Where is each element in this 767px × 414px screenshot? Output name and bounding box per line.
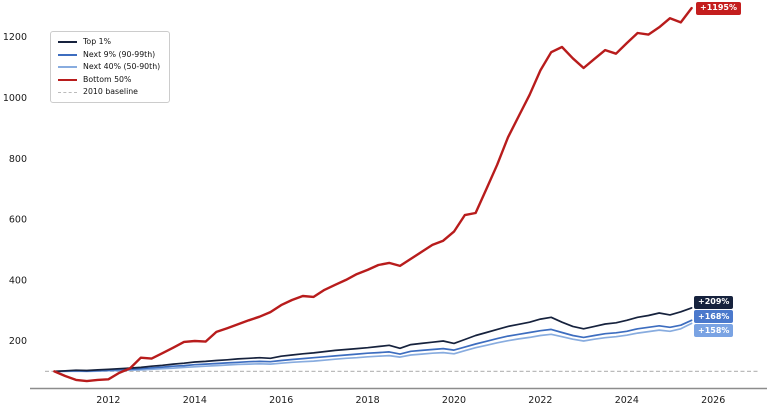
legend-label: Bottom 50%	[83, 74, 132, 84]
x-tick-label: 2020	[442, 395, 466, 406]
legend-item: Next 40% (50-90th)	[58, 62, 160, 72]
series-line-next-9-90-99th	[53, 319, 693, 373]
x-tick-label: 2018	[356, 395, 380, 406]
chart-legend: Top 1% Next 9% (90-99th) Next 40% (50-90th…	[50, 31, 171, 103]
legend-swatch	[58, 91, 77, 93]
legend-label: 2010 baseline	[83, 87, 138, 96]
legend-swatch	[58, 41, 77, 43]
legend-label: Next 40% (50-90th)	[83, 62, 161, 71]
x-tick-label: 2014	[183, 395, 207, 406]
legend-item: Top 1%	[58, 37, 160, 47]
series-line-top-1	[53, 307, 693, 373]
legend-label: Top 1%	[83, 37, 112, 46]
legend-item: 2010 baseline	[58, 87, 160, 97]
x-tick-label: 2022	[528, 395, 552, 406]
y-tick-label: 400	[9, 275, 27, 286]
legend-item: Bottom 50%	[58, 75, 160, 85]
series-line-next-40-50-90th	[53, 322, 693, 373]
x-tick-label: 2016	[269, 395, 293, 406]
y-tick-label: 600	[9, 215, 27, 226]
y-tick-label: 1200	[3, 32, 27, 43]
x-tick-label: 2012	[96, 395, 120, 406]
x-tick-label: 2024	[615, 395, 639, 406]
y-tick-label: 800	[9, 154, 27, 165]
x-tick-label: 2026	[701, 395, 725, 406]
legend-swatch	[58, 53, 77, 56]
legend-swatch	[58, 66, 77, 68]
legend-label: Next 9% (90-99th)	[83, 49, 156, 59]
y-tick-label: 1000	[3, 93, 27, 104]
legend-swatch	[58, 78, 77, 81]
y-tick-label: 200	[9, 336, 27, 347]
series-line-bottom-50	[53, 6, 693, 383]
legend-item: Next 9% (90-99th)	[58, 50, 160, 60]
